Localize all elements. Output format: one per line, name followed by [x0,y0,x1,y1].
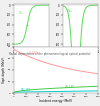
Text: $V_R(E)$: $V_R(E)$ [28,49,39,57]
Text: $W_D(E)$: $W_D(E)$ [20,86,31,94]
Text: V$_R$: V$_R$ [18,9,24,17]
Y-axis label: Vopt depth (MeV): Vopt depth (MeV) [2,57,6,83]
Text: W$_D$: W$_D$ [66,8,73,15]
X-axis label: Incident energy (MeV): Incident energy (MeV) [39,99,73,103]
Text: $W_S(E)$: $W_S(E)$ [64,84,75,91]
X-axis label: r (fm): r (fm) [27,54,36,59]
X-axis label: r (fm): r (fm) [76,54,85,59]
Text: Radial dependence of the phenomenological optical potential: Radial dependence of the phenomenologica… [9,52,91,56]
